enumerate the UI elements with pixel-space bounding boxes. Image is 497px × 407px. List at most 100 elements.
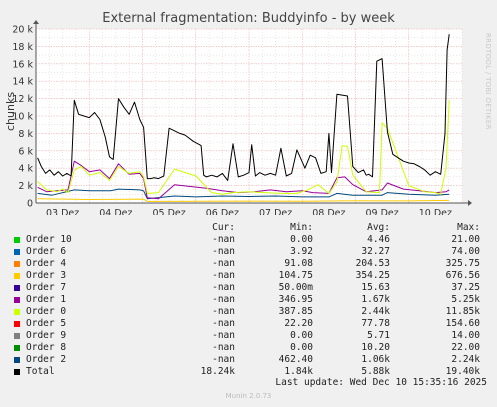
legend-row: Order 4 -nan 91.08 204.53 325.75 (14, 258, 490, 270)
last-update: Last update: Wed Dec 10 15:35:16 2025 (275, 377, 487, 388)
legend-min: 0.00 (290, 330, 313, 341)
legend-row: Order 1 -nan 346.95 1.67k 5.25k (14, 294, 490, 306)
legend-cur: -nan (212, 234, 235, 245)
y-tick-label: 2 k (18, 181, 33, 192)
legend-min: 50.00m (278, 282, 313, 293)
legend-swatch (14, 333, 20, 339)
y-tick-label: 8 k (18, 129, 33, 140)
legend-swatch (14, 369, 20, 375)
chart-svg: 0 2 k 4 k 6 k 8 k 10 k 12 k 14 k 16 k 18 k 20 k 03 … (12, 20, 472, 215)
legend-avg: 1.67k (361, 294, 390, 305)
legend-min: 1.84k (284, 366, 313, 377)
legend-row: Order 3 -nan 104.75 354.25 676.56 (14, 270, 490, 282)
legend-cur: -nan (212, 294, 235, 305)
legend-name: Order 3 (26, 270, 67, 281)
x-axis-arrow (468, 200, 472, 206)
legend-max: 2.24k (451, 354, 480, 365)
legend-max: 14.00 (451, 330, 480, 341)
legend-cur: -nan (212, 282, 235, 293)
legend-swatch (14, 309, 20, 315)
legend-max: 37.25 (451, 282, 480, 293)
legend-cur: -nan (212, 342, 235, 353)
legend: Cur: Min: Avg: Max: Order 10 -nan 0.00 4.46… (14, 222, 490, 378)
legend-avg: 354.25 (355, 270, 390, 281)
legend-row: Order 0 -nan 387.85 2.44k 11.85k (14, 306, 490, 318)
x-tick-label: 05 Dez (152, 208, 185, 215)
legend-min: 0.00 (290, 234, 313, 245)
legend-header-min: Min: (290, 222, 313, 233)
series-line-order-2 (37, 188, 450, 200)
legend-row: Order 5 -nan 22.20 77.78 154.60 (14, 318, 490, 330)
legend-row: Order 10 -nan 0.00 4.46 21.00 (14, 234, 490, 246)
legend-max: 21.00 (451, 234, 480, 245)
legend-avg: 15.63 (361, 282, 390, 293)
legend-avg: 204.53 (355, 258, 390, 269)
legend-min: 91.08 (284, 258, 313, 269)
legend-max: 74.00 (451, 246, 480, 257)
legend-max: 5.25k (451, 294, 480, 305)
legend-name: Total (26, 366, 55, 377)
y-axis-arrow (33, 20, 39, 24)
legend-row: Order 7 -nan 50.00m 15.63 37.25 (14, 282, 490, 294)
legend-avg: 5.71 (367, 330, 390, 341)
series-line-total (37, 34, 450, 181)
legend-swatch (14, 345, 20, 351)
legend-min: 3.92 (290, 246, 313, 257)
legend-swatch (14, 249, 20, 255)
legend-swatch (14, 297, 20, 303)
legend-name: Order 6 (26, 246, 67, 257)
legend-min: 104.75 (278, 270, 313, 281)
y-tick-label: 0 (27, 199, 33, 210)
legend-swatch (14, 285, 20, 291)
legend-rows: Order 10 -nan 0.00 4.46 21.00 Order 6 -nan 3.92… (14, 234, 490, 378)
legend-cur: -nan (212, 354, 235, 365)
legend-avg: 10.20 (361, 342, 390, 353)
y-tick-label: 18 k (12, 42, 33, 53)
legend-avg: 4.46 (367, 234, 390, 245)
series-line-order-0 (37, 99, 450, 195)
y-tick-label: 14 k (12, 77, 33, 88)
legend-name: Order 5 (26, 318, 67, 329)
legend-swatch (14, 321, 20, 327)
chart-title: External fragmentation: Buddyinfo - by w… (102, 11, 395, 26)
legend-max: 22.00 (451, 342, 480, 353)
series-line-order-1 (37, 160, 450, 200)
legend-cur: -nan (212, 330, 235, 341)
y-tick-label: 20 k (12, 25, 33, 36)
legend-swatch (14, 237, 20, 243)
legend-min: 462.40 (278, 354, 313, 365)
legend-header: Cur: Min: Avg: Max: (14, 222, 490, 234)
legend-avg: 2.44k (361, 306, 390, 317)
legend-header-avg: Avg: (367, 222, 390, 233)
legend-cur: -nan (212, 270, 235, 281)
legend-min: 0.00 (290, 342, 313, 353)
legend-cur: -nan (212, 246, 235, 257)
x-tick-label: 06 Dez (206, 208, 239, 215)
legend-min: 346.95 (278, 294, 313, 305)
legend-min: 387.85 (278, 306, 313, 317)
x-tick-label: 04 Dez (99, 208, 132, 215)
legend-avg: 5.88k (361, 366, 390, 377)
legend-row: Order 8 -nan 0.00 10.20 22.00 (14, 342, 490, 354)
legend-max: 19.40k (445, 366, 480, 377)
x-tick-label: 09 Dez (365, 208, 398, 215)
legend-max: 676.56 (445, 270, 480, 281)
x-tick-label: 03 Dez (46, 208, 79, 215)
legend-min: 22.20 (284, 318, 313, 329)
legend-row: Order 2 -nan 462.40 1.06k 2.24k (14, 354, 490, 366)
legend-swatch (14, 261, 20, 267)
legend-avg: 77.78 (361, 318, 390, 329)
series-line-order-3 (37, 198, 450, 202)
y-tick-label: 16 k (12, 59, 33, 70)
legend-avg: 32.27 (361, 246, 390, 257)
legend-name: Order 7 (26, 282, 67, 293)
y-tick-label: 10 k (12, 112, 33, 123)
legend-header-cur: Cur: (212, 222, 235, 233)
legend-max: 154.60 (445, 318, 480, 329)
y-tick-label: 12 k (12, 94, 33, 105)
legend-avg: 1.06k (361, 354, 390, 365)
legend-cur: -nan (212, 258, 235, 269)
legend-name: Order 2 (26, 354, 67, 365)
x-tick-label: 07 Dez (259, 208, 292, 215)
